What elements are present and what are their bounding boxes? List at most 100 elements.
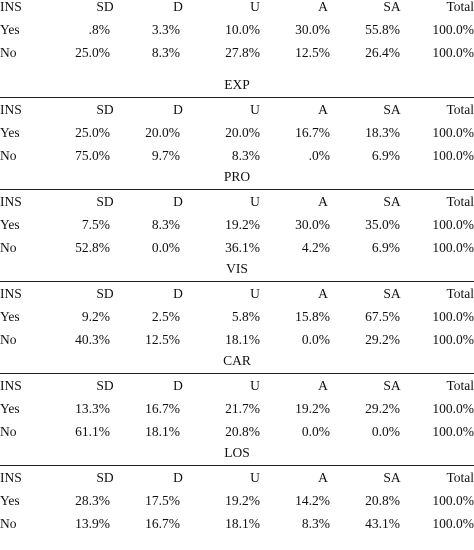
table-cell: 2.5% xyxy=(151,309,180,324)
table-cell: 19.2% xyxy=(225,493,260,508)
table-cell: 6.9% xyxy=(371,148,400,163)
row-label: No xyxy=(0,516,17,531)
column-header: Total xyxy=(446,378,474,393)
table-cell: 55.8% xyxy=(365,22,400,37)
column-header: SD xyxy=(96,286,114,301)
table-cell: 18.1% xyxy=(225,516,260,531)
column-header: SA xyxy=(383,286,401,301)
table-cell: 25.0% xyxy=(75,125,110,140)
table-cell: 8.3% xyxy=(301,516,330,531)
column-header: SA xyxy=(383,378,401,393)
table-cell: 61.1% xyxy=(75,424,110,439)
section-title: PRO xyxy=(223,169,251,184)
table-cell: 29.2% xyxy=(365,332,400,347)
table-cell: 30.0% xyxy=(295,217,330,232)
table-cell: 40.3% xyxy=(75,332,110,347)
section-rule xyxy=(0,465,474,466)
table-cell: 18.3% xyxy=(365,125,400,140)
table-row: No 61.1% 18.1% 20.8% 0.0% 0.0% 100.0% xyxy=(0,422,474,442)
table-cell: 100.0% xyxy=(432,22,474,37)
table-cell: 100.0% xyxy=(432,148,474,163)
table-row: No 25.0% 8.3% 27.8% 12.5% 26.4% 100.0% xyxy=(0,43,474,63)
column-header: SD xyxy=(96,378,114,393)
column-header: Total xyxy=(446,194,474,209)
table-row: Yes 25.0% 20.0% 20.0% 16.7% 18.3% 100.0% xyxy=(0,123,474,143)
column-header: D xyxy=(173,470,183,485)
column-header: INS xyxy=(0,470,22,485)
table-row: Yes 13.3% 16.7% 21.7% 19.2% 29.2% 100.0% xyxy=(0,399,474,419)
table-cell: 13.9% xyxy=(75,516,110,531)
table-cell: 43.1% xyxy=(365,516,400,531)
column-header: U xyxy=(250,378,260,393)
table-cell: 100.0% xyxy=(432,424,474,439)
column-header: SD xyxy=(96,102,114,117)
table-cell: 26.4% xyxy=(365,45,400,60)
table-cell: 100.0% xyxy=(432,45,474,60)
column-header: D xyxy=(173,102,183,117)
table-cell: 8.3% xyxy=(231,148,260,163)
column-header: U xyxy=(250,286,260,301)
table-cell: 0.0% xyxy=(151,240,180,255)
table-cell: 52.8% xyxy=(75,240,110,255)
row-label: No xyxy=(0,332,17,347)
row-label: Yes xyxy=(0,217,20,232)
section-title: EXP xyxy=(224,77,250,92)
column-header: SA xyxy=(383,0,401,14)
row-label: Yes xyxy=(0,493,20,508)
table-cell: 28.3% xyxy=(75,493,110,508)
table-row: No 52.8% 0.0% 36.1% 4.2% 6.9% 100.0% xyxy=(0,238,474,258)
row-label: Yes xyxy=(0,22,20,37)
table-cell: 18.1% xyxy=(225,332,260,347)
table-cell: 16.7% xyxy=(295,125,330,140)
column-header: U xyxy=(250,0,260,14)
table-cell: 20.0% xyxy=(145,125,180,140)
table-cell: 100.0% xyxy=(432,332,474,347)
table-cell: 100.0% xyxy=(432,493,474,508)
table-cell: 3.3% xyxy=(151,22,180,37)
table-cell: 100.0% xyxy=(432,401,474,416)
table-cell: 5.8% xyxy=(231,309,260,324)
table-row: Yes 7.5% 8.3% 19.2% 30.0% 35.0% 100.0% xyxy=(0,215,474,235)
column-header: SA xyxy=(383,102,401,117)
header-row: INS SD D U A SA Total xyxy=(0,376,474,396)
section-rule xyxy=(0,373,474,374)
row-label: No xyxy=(0,424,17,439)
row-label: Yes xyxy=(0,401,20,416)
table-cell: 12.5% xyxy=(145,332,180,347)
table-cell: 100.0% xyxy=(432,516,474,531)
column-header: A xyxy=(318,286,328,301)
table-row: No 40.3% 12.5% 18.1% 0.0% 29.2% 100.0% xyxy=(0,330,474,350)
table-cell: 67.5% xyxy=(365,309,400,324)
table-cell: 100.0% xyxy=(432,240,474,255)
row-label: No xyxy=(0,148,17,163)
table-cell: 0.0% xyxy=(301,424,330,439)
column-header: INS xyxy=(0,286,22,301)
column-header: INS xyxy=(0,0,22,14)
column-header: A xyxy=(318,194,328,209)
column-header: A xyxy=(318,470,328,485)
table-cell: 4.2% xyxy=(301,240,330,255)
column-header: D xyxy=(173,286,183,301)
column-header: D xyxy=(173,0,183,14)
column-header: A xyxy=(318,102,328,117)
section-title: CAR xyxy=(223,353,251,368)
section-title: VIS xyxy=(226,261,248,276)
table-cell: 12.5% xyxy=(295,45,330,60)
table-cell: 9.2% xyxy=(81,309,110,324)
column-header: U xyxy=(250,194,260,209)
table-cell: 75.0% xyxy=(75,148,110,163)
row-label: No xyxy=(0,45,17,60)
column-header: U xyxy=(250,102,260,117)
table-cell: 27.8% xyxy=(225,45,260,60)
table-cell: 19.2% xyxy=(295,401,330,416)
table-cell: 20.8% xyxy=(225,424,260,439)
table-cell: 9.7% xyxy=(151,148,180,163)
column-header: INS xyxy=(0,194,22,209)
column-header: Total xyxy=(446,0,474,14)
table-cell: 25.0% xyxy=(75,45,110,60)
table-cell: .8% xyxy=(88,22,110,37)
table-row: Yes .8% 3.3% 10.0% 30.0% 55.8% 100.0% xyxy=(0,20,474,40)
column-header: SD xyxy=(96,470,114,485)
column-header: A xyxy=(318,378,328,393)
column-header: D xyxy=(173,194,183,209)
